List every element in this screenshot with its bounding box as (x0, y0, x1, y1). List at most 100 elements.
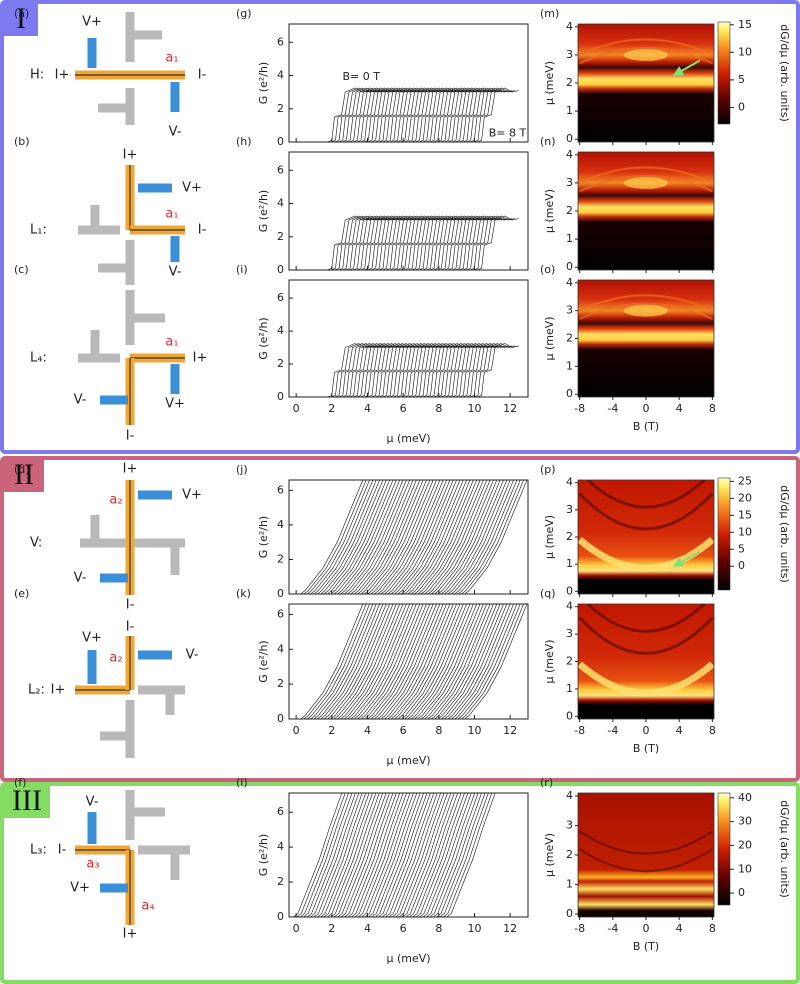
y-tick-label: 1 (566, 359, 573, 372)
annotation: B= 0 T (343, 70, 381, 83)
trace (390, 480, 454, 594)
y-axis-label: μ (meV) (543, 833, 556, 877)
trace (451, 480, 514, 594)
terminal-label: a₁ (165, 207, 178, 222)
trace (368, 793, 418, 917)
trace (417, 480, 481, 594)
y-tick-label: 2 (566, 530, 573, 543)
y-axis-label: μ (meV) (543, 316, 556, 360)
y-tick-label: 0 (277, 910, 284, 923)
terminal-label: a₁ (165, 335, 178, 350)
heatmap-feature (579, 38, 713, 56)
trace (397, 604, 461, 719)
terminal-label: I- (126, 598, 135, 613)
configuration-name: L₁: (30, 223, 47, 238)
heatmap-feature (578, 616, 714, 655)
panel-label: (q) (540, 587, 556, 600)
x-tick-label: 10 (467, 724, 481, 737)
x-tick-label: 0 (293, 724, 300, 737)
heatmap-feature (624, 176, 668, 189)
y-tick-label: 4 (566, 148, 573, 161)
colorbar-tick-label: 10 (738, 45, 752, 58)
panel-label: (d) (14, 463, 30, 476)
y-tick-label: 4 (277, 69, 284, 82)
heatmap-features (579, 830, 713, 873)
y-tick-label: 1 (566, 104, 573, 117)
trace (437, 604, 501, 719)
terminal-label: V- (74, 571, 87, 586)
y-axis-label: G (e²/h) (257, 62, 270, 104)
trace (426, 793, 476, 917)
y-tick-label: 3 (566, 176, 573, 189)
colorbar (717, 792, 731, 906)
trace (451, 604, 514, 719)
heatmap-feature (624, 48, 668, 61)
terminal-label: a₃ (86, 857, 99, 872)
trace (431, 480, 494, 594)
trace (320, 480, 384, 594)
terminal-label: I+ (123, 927, 138, 942)
y-tick-label: 0 (566, 260, 573, 273)
trace (337, 604, 401, 719)
heatmap-feature (585, 604, 707, 633)
y-tick-label: 2 (277, 102, 284, 115)
y-axis-label: μ (meV) (543, 639, 556, 683)
heatmap-feature (579, 848, 713, 873)
trace (397, 480, 461, 594)
colorbar-label: dG/dμ (arb. units) (778, 485, 791, 583)
trace (410, 604, 474, 719)
terminal-label: a₄ (141, 899, 154, 914)
y-tick-label: 2 (566, 848, 573, 861)
y-tick-label: 3 (566, 304, 573, 317)
arrow-head (672, 557, 685, 567)
configuration-name: L₂: (28, 683, 45, 698)
configuration-name: V: (30, 536, 42, 551)
trace (323, 480, 387, 594)
x-tick-label: 0 (643, 402, 650, 415)
panel-label: (p) (540, 463, 556, 476)
section-label: I (16, 2, 26, 35)
x-tick-label: 4 (676, 922, 683, 935)
trace (360, 604, 424, 719)
configuration-name: L₄: (30, 351, 47, 366)
heatmap-feature (578, 492, 714, 531)
trace (317, 604, 380, 719)
panel-label: (m) (540, 7, 559, 20)
heatmap-feature (579, 302, 713, 320)
colorbar-tick-label: 10 (738, 862, 752, 875)
x-axis-label: B (T) (633, 742, 659, 755)
heatmap (578, 604, 714, 719)
trace (344, 793, 394, 917)
trace (313, 480, 377, 594)
terminal-label: V+ (182, 488, 202, 503)
trace (427, 480, 491, 594)
heatmap-feature (578, 661, 714, 697)
trace (300, 480, 364, 594)
panel-label: (f) (14, 776, 26, 789)
y-tick-label: 0 (566, 132, 573, 145)
y-tick-label: 1 (566, 682, 573, 695)
x-tick-label: 2 (328, 724, 335, 737)
section-label: II (14, 458, 34, 491)
y-tick-label: 0 (566, 387, 573, 400)
trace (378, 793, 428, 917)
trace (400, 480, 464, 594)
trace (343, 604, 407, 719)
trace (327, 480, 390, 594)
trace (377, 604, 441, 719)
heatmap-features (578, 604, 714, 697)
trace (407, 604, 471, 719)
colorbar-tick-label: 15 (738, 508, 752, 521)
trace (323, 793, 373, 917)
trace (390, 604, 454, 719)
traces (300, 604, 528, 719)
terminal-label: V+ (182, 181, 202, 196)
terminal-label: a₂ (109, 493, 122, 508)
x-tick-label: -8 (574, 922, 585, 935)
y-axis-label: G (e²/h) (257, 317, 270, 359)
colorbar-tick-label: 40 (738, 791, 752, 804)
section-badge (4, 4, 38, 36)
heatmap (578, 280, 714, 397)
trace (427, 604, 491, 719)
traces (293, 793, 496, 917)
